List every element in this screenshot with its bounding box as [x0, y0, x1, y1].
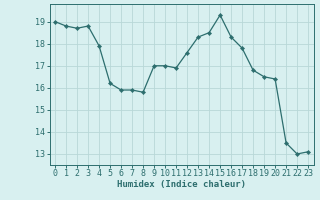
X-axis label: Humidex (Indice chaleur): Humidex (Indice chaleur): [117, 180, 246, 189]
